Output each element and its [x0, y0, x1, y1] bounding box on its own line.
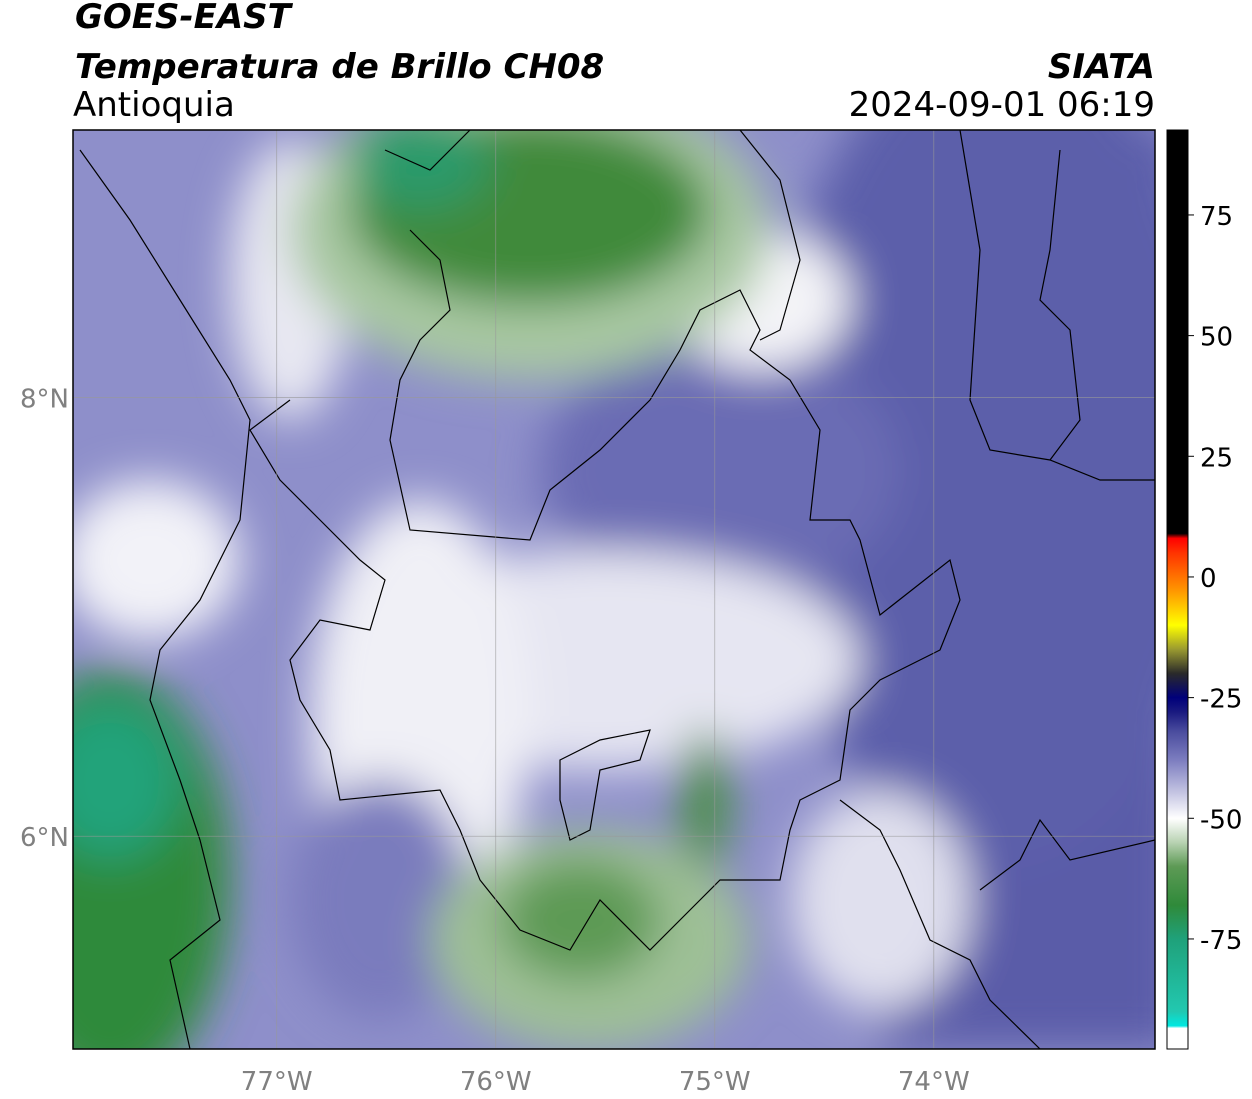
title: GOES-EAST: [75, 0, 294, 37]
map-frame: [72, 129, 1156, 1050]
grid: [73, 130, 1155, 1049]
source: SIATA: [1048, 47, 1155, 87]
x-tick-label: 75°W: [679, 1067, 751, 1097]
y-tick-label: 8°N: [20, 385, 69, 415]
colorbar: [1166, 129, 1189, 1050]
colorbar-tick-label: 50: [1200, 323, 1233, 353]
region: Antioquia: [73, 85, 235, 125]
subtitle: Temperatura de Brillo CH08: [75, 47, 604, 87]
boundaries: [79, 130, 1155, 1049]
colorbar-tick-label: -75: [1200, 926, 1242, 956]
colorbar-tick-label: 25: [1200, 443, 1233, 473]
map-field: [73, 130, 1155, 1049]
y-tick-label: 6°N: [20, 823, 69, 853]
colorbar-tick-label: -50: [1200, 805, 1242, 835]
x-tick-label: 74°W: [898, 1067, 970, 1097]
colorbar-tick-label: 75: [1200, 202, 1233, 232]
datetime: 2024-09-01 06:19: [849, 85, 1155, 125]
colorbar-tick-label: 0: [1200, 564, 1217, 594]
x-tick-label: 76°W: [460, 1067, 532, 1097]
colorbar-tick-label: -25: [1200, 685, 1242, 715]
x-tick-label: 77°W: [241, 1067, 313, 1097]
